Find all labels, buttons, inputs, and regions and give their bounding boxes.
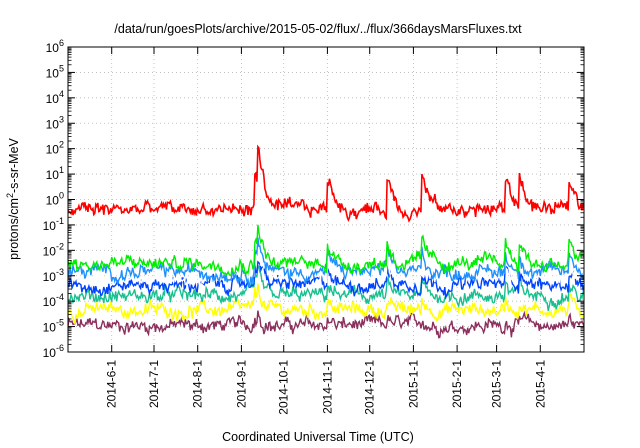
y-tick-base: 10 [46, 66, 60, 80]
series-line-6 [68, 224, 584, 277]
y-tick-label: 103 [46, 114, 64, 131]
series-line-2 [68, 264, 584, 311]
y-tick-label: 10-2 [43, 241, 64, 258]
y-tick-base: 10 [43, 270, 57, 284]
y-tick-exponent: 0 [59, 191, 64, 201]
y-tick-label: 10-1 [43, 216, 64, 233]
y-tick-base: 10 [46, 92, 60, 106]
y-tick-exponent: 5 [59, 63, 64, 73]
y-tick-label: 100 [46, 191, 64, 208]
x-tick-label: 2014-9-1 [234, 360, 248, 408]
x-tick-label: 2014-12-1 [363, 360, 377, 415]
chart-title: /data/run/goesPlots/archive/2015-05-02/f… [114, 22, 522, 36]
x-axis-title: Coordinated Universal Time (UTC) [222, 430, 414, 444]
y-tick-exponent: 6 [59, 38, 64, 48]
y-tick-label: 10-5 [43, 318, 64, 335]
y-tick-base: 10 [46, 117, 60, 131]
series-line-7 [68, 144, 584, 223]
y-tick-base: 10 [43, 321, 57, 335]
y-tick-exponent: -2 [56, 241, 64, 251]
y-tick-base: 10 [43, 244, 57, 258]
y-tick-exponent: -6 [56, 343, 64, 353]
y-tick-exponent: 3 [59, 114, 64, 124]
y-tick-base: 10 [43, 295, 57, 309]
y-tick-base: 10 [43, 219, 57, 233]
series-line-0 [68, 310, 584, 339]
y-axis-title-main: protons/cm [7, 198, 21, 260]
x-tick-label: 2014-7-1 [147, 360, 161, 408]
y-tick-exponent: -5 [56, 318, 64, 328]
x-tick-label: 2014-10-1 [277, 360, 291, 415]
x-tick-label: 2015-4-1 [533, 360, 547, 408]
y-tick-exponent: 1 [59, 165, 64, 175]
y-tick-label: 10-6 [43, 343, 64, 360]
y-tick-exponent: 2 [59, 140, 64, 150]
y-axis-title-sup: 2 [5, 193, 15, 198]
y-tick-base: 10 [46, 143, 60, 157]
y-tick-label: 106 [46, 38, 64, 55]
y-tick-label: 101 [46, 165, 64, 182]
y-tick-base: 10 [43, 346, 57, 360]
y-tick-exponent: -4 [56, 292, 64, 302]
y-tick-label: 105 [46, 63, 64, 80]
x-tick-label: 2015-3-1 [490, 360, 504, 408]
series-layer [68, 144, 584, 339]
y-tick-label: 10-3 [43, 267, 64, 284]
x-tick-label: 2014-6-1 [105, 360, 119, 408]
x-tick-label: 2015-2-1 [450, 360, 464, 408]
y-tick-label: 102 [46, 140, 64, 157]
y-tick-base: 10 [46, 194, 60, 208]
x-tick-label: 2014-8-1 [191, 360, 205, 408]
y-axis-title-tail: -s-sr-MeV [7, 137, 21, 193]
y-tick-exponent: -1 [56, 216, 64, 226]
axis-ticks: 10-610-510-410-310-210-11001011021031041… [43, 38, 584, 415]
y-tick-base: 10 [46, 41, 60, 55]
x-tick-label: 2015-1-1 [406, 360, 420, 408]
y-tick-exponent: 4 [59, 89, 64, 99]
y-tick-base: 10 [46, 168, 60, 182]
y-axis-title: protons/cm2-s-sr-MeV [5, 137, 21, 259]
y-tick-label: 10-4 [43, 292, 64, 309]
x-tick-label: 2014-11-1 [320, 360, 334, 414]
y-tick-label: 104 [46, 89, 64, 106]
series-line-1 [68, 283, 584, 325]
y-tick-exponent: -3 [56, 267, 64, 277]
